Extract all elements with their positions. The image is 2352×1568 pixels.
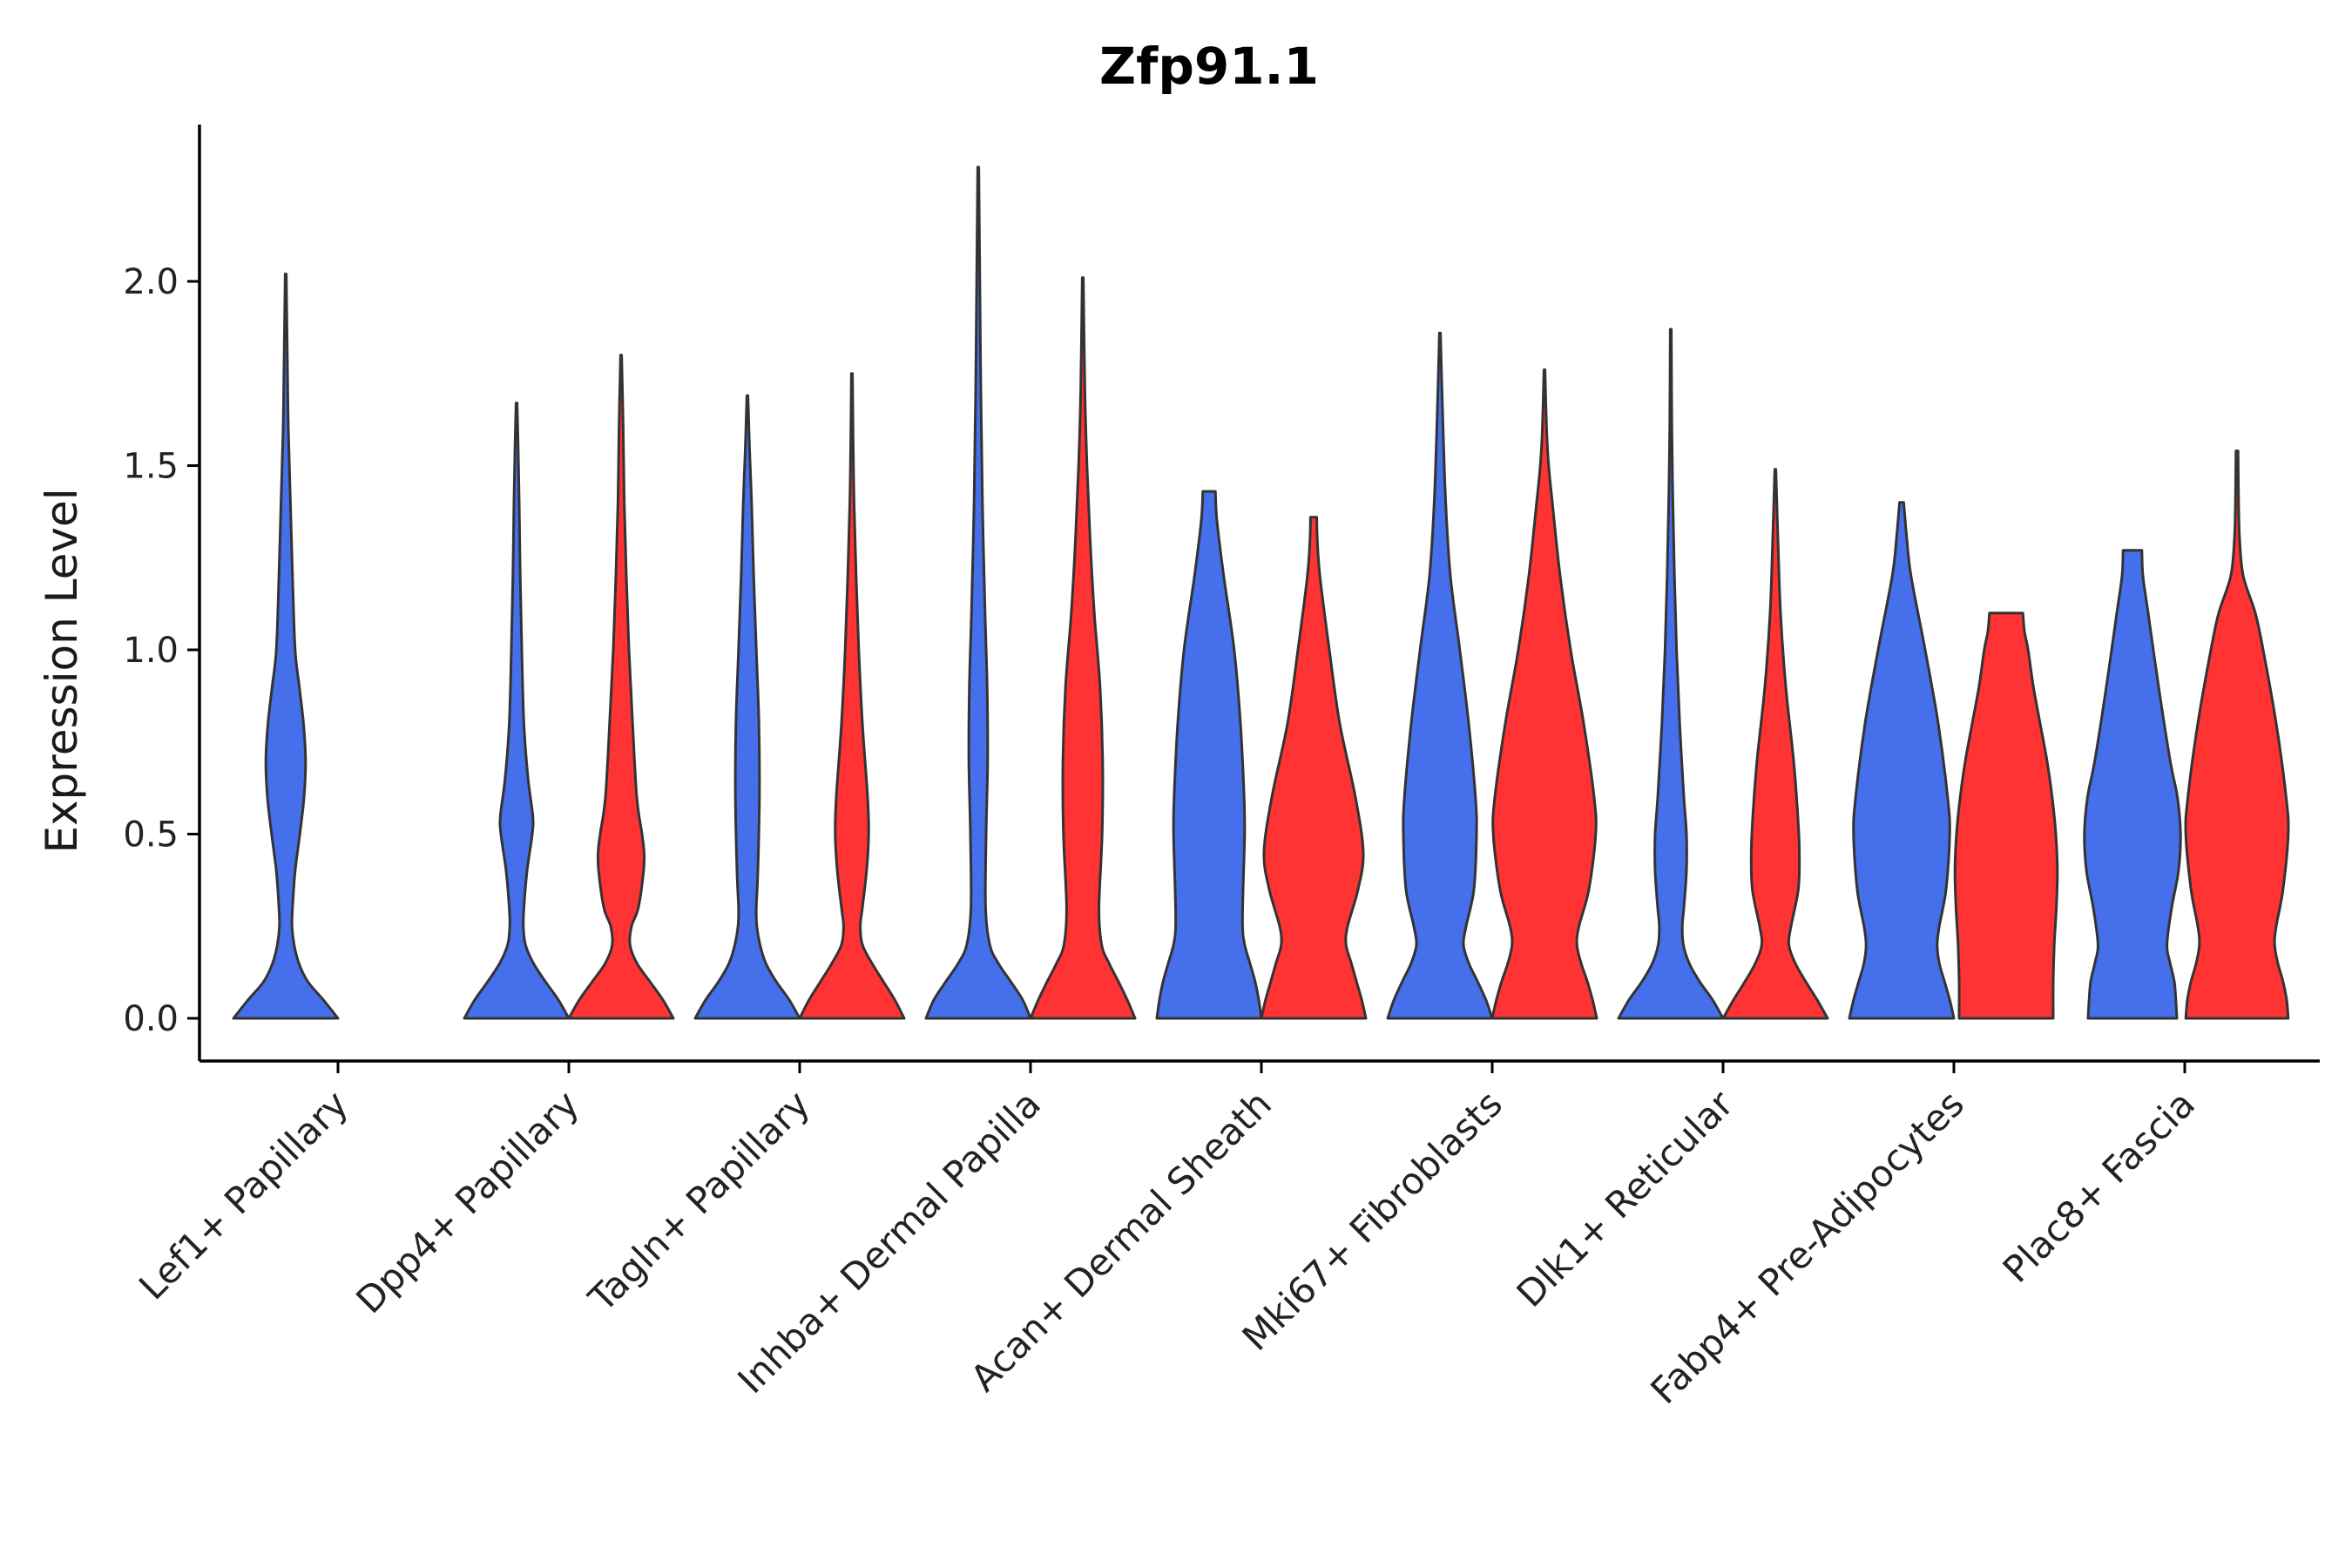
x-category-label: Dpp4+ Papillary: [348, 1082, 587, 1321]
x-category-label: Tagln+ Papillary: [580, 1082, 818, 1320]
violin-group2: [1721, 468, 1829, 1020]
y-tick-label: 1.5: [123, 447, 179, 487]
violin-group2: [2184, 449, 2290, 1020]
x-category-label: Plac8+ Fascia: [1995, 1082, 2203, 1290]
y-tick-label: 0.5: [123, 815, 179, 855]
x-category-label: Lef1+ Papillary: [131, 1082, 356, 1308]
violin-group1: [1617, 328, 1725, 1020]
violin-group1: [1848, 501, 1956, 1020]
violin-group2: [1953, 612, 2059, 1020]
violin-group1: [1155, 490, 1263, 1020]
violin-group1: [2083, 549, 2182, 1020]
violins-layer: [232, 166, 2290, 1020]
violin-group2: [1260, 516, 1368, 1020]
x-category-label: Mki67+ Fibroblasts: [1234, 1082, 1511, 1358]
x-category-label: Dlk1+ Reticular: [1509, 1082, 1742, 1315]
violin-group1: [924, 166, 1032, 1020]
violin-group1: [693, 394, 801, 1020]
y-axis-ticks: 0.0 0.5 1.0 1.5 2.0: [123, 262, 199, 1039]
chart-title: Zfp91.1: [1099, 37, 1319, 96]
violin-group1: [232, 273, 340, 1020]
violin-group2: [798, 372, 906, 1020]
y-tick-label: 2.0: [123, 262, 179, 302]
violin-group2: [567, 354, 675, 1020]
violin-group2: [1029, 276, 1137, 1020]
y-tick-label: 0.0: [123, 999, 179, 1039]
y-tick-label: 1.0: [123, 631, 179, 671]
violin-group1: [463, 402, 571, 1020]
violin-group2: [1490, 368, 1598, 1020]
violin-group1: [1386, 331, 1494, 1020]
y-axis-label: Expression Level: [37, 488, 87, 853]
